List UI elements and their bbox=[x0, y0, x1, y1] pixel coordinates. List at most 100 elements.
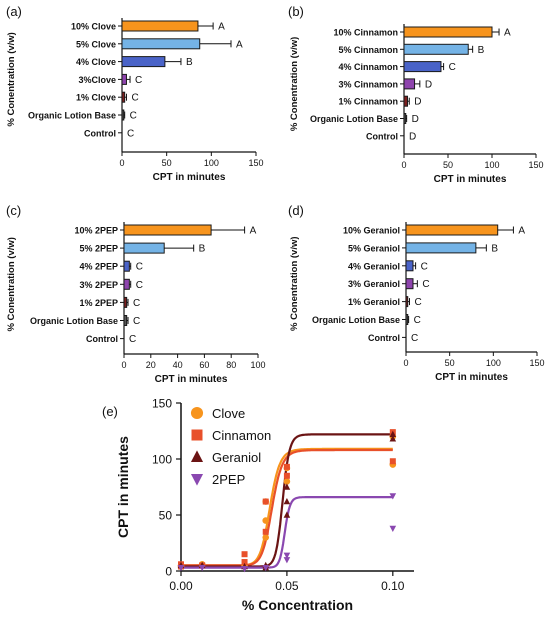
bar-panel-0: (a) % Conentration (v/w) 0 50 100 150 CPT in m… bbox=[6, 4, 264, 183]
data-point-cinnamon bbox=[389, 458, 396, 465]
fit-curve-2pep bbox=[181, 496, 393, 569]
data-point-2pep bbox=[389, 493, 397, 500]
bar-panel-3: (d) % Conentration (v/w) 0 50 100 150 CPT in m… bbox=[288, 203, 545, 383]
category-label: Control bbox=[366, 131, 398, 141]
panel-label: (d) bbox=[288, 203, 304, 218]
category-label: 3%Clove bbox=[78, 75, 116, 85]
significance-letter: C bbox=[414, 315, 421, 326]
legend-marker-clove bbox=[190, 406, 204, 420]
x-tick-label: 0 bbox=[401, 160, 406, 170]
x-tick-label: 0.10 bbox=[381, 579, 405, 593]
significance-letter: A bbox=[504, 28, 511, 39]
x-tick-label: 0.00 bbox=[169, 579, 193, 593]
category-label: Organic Lotion Base bbox=[28, 111, 116, 121]
bar bbox=[123, 315, 128, 326]
bar bbox=[121, 91, 126, 103]
bar bbox=[405, 314, 409, 325]
legend-marker-geraniol bbox=[190, 450, 204, 462]
data-point-cinnamon bbox=[241, 551, 248, 558]
x-tick-label: 50 bbox=[445, 358, 455, 368]
data-point-geraniol bbox=[389, 430, 397, 438]
category-label: 4% 2PEP bbox=[79, 262, 118, 272]
legend-label: Clove bbox=[212, 406, 245, 421]
x-axis-title: CPT in minutes bbox=[434, 174, 507, 185]
bar-panel-2: (c) % Conentration (v/w) 0 20 40 60 80 100 CPT i… bbox=[6, 203, 266, 385]
data-point-2pep bbox=[283, 557, 291, 564]
data-point-cinnamon bbox=[262, 528, 269, 535]
category-label: Organic Lotion Base bbox=[310, 114, 398, 124]
category-label: Control bbox=[86, 334, 118, 344]
y-tick-label: 100 bbox=[152, 453, 172, 467]
bar bbox=[123, 260, 130, 272]
bar bbox=[121, 56, 166, 68]
panel-label: (a) bbox=[6, 4, 22, 19]
category-label: 3% 2PEP bbox=[79, 280, 118, 290]
category-label: 1% 2PEP bbox=[79, 298, 118, 308]
x-tick-label: 80 bbox=[226, 360, 236, 370]
data-point-geraniol bbox=[389, 435, 397, 442]
y-axis-title: CPT in minutes bbox=[115, 436, 131, 538]
significance-letter: A bbox=[218, 22, 225, 33]
category-label: 3% Cinnamon bbox=[338, 79, 398, 89]
legend: Clove Cinnamon Geraniol 2PEP bbox=[190, 406, 271, 487]
y-tick-label: 150 bbox=[152, 397, 172, 411]
bar-panel-1: (b) % Conentration (v/w) 0 50 100 150 CPT in m… bbox=[288, 4, 544, 185]
category-label: 4% Clove bbox=[76, 57, 116, 67]
significance-letter: C bbox=[127, 128, 134, 139]
data-point-2pep bbox=[283, 552, 291, 559]
x-tick-label: 40 bbox=[173, 360, 183, 370]
category-label: 3% Geraniol bbox=[348, 279, 400, 289]
data-point-2pep bbox=[198, 564, 206, 572]
category-label: 4% Geraniol bbox=[348, 261, 400, 271]
bar bbox=[121, 73, 127, 85]
category-label: 1% Clove bbox=[76, 93, 116, 103]
data-point-2pep bbox=[262, 564, 270, 572]
significance-letter: C bbox=[135, 75, 142, 86]
category-label: Control bbox=[368, 333, 400, 343]
bar bbox=[405, 224, 499, 236]
x-tick-label: 150 bbox=[248, 158, 263, 168]
x-axis-title: CPT in minutes bbox=[153, 172, 226, 183]
category-label: 1% Cinnamon bbox=[338, 97, 398, 107]
significance-letter: C bbox=[411, 333, 418, 344]
significance-letter: C bbox=[130, 111, 137, 122]
data-point-cinnamon bbox=[283, 472, 290, 479]
significance-letter: C bbox=[129, 334, 136, 345]
legend-marker-cinnamon bbox=[191, 429, 203, 441]
significance-letter: C bbox=[136, 280, 143, 291]
legend-label: Geraniol bbox=[212, 450, 261, 465]
bar bbox=[123, 224, 212, 236]
x-tick-label: 100 bbox=[484, 160, 499, 170]
bar bbox=[403, 26, 493, 38]
x-axis-title: % Concentration bbox=[242, 597, 353, 613]
significance-letter: D bbox=[412, 114, 419, 125]
significance-letter: A bbox=[518, 226, 525, 237]
category-label: 10% Cinnamon bbox=[333, 28, 398, 38]
data-point-cinnamon bbox=[241, 559, 248, 566]
x-tick-label: 20 bbox=[146, 360, 156, 370]
bar bbox=[403, 95, 409, 107]
bar bbox=[405, 278, 414, 290]
x-axis-title: CPT in minutes bbox=[155, 374, 228, 385]
y-tick-label: 50 bbox=[159, 509, 173, 523]
data-point-geraniol bbox=[283, 497, 291, 505]
significance-letter: D bbox=[425, 79, 432, 90]
data-point-geraniol bbox=[283, 483, 291, 490]
bar bbox=[121, 109, 125, 121]
significance-letter: A bbox=[236, 39, 243, 50]
significance-letter: D bbox=[414, 97, 421, 108]
panel-label: (e) bbox=[102, 404, 118, 419]
bar bbox=[121, 38, 201, 50]
significance-letter: C bbox=[421, 261, 428, 272]
bar bbox=[121, 20, 199, 32]
x-tick-label: 50 bbox=[162, 158, 172, 168]
y-axis-title: % Conentration (v/w) bbox=[6, 237, 17, 331]
x-tick-label: 150 bbox=[528, 160, 543, 170]
significance-letter: C bbox=[449, 62, 456, 73]
bar bbox=[403, 113, 407, 124]
significance-letter: C bbox=[136, 262, 143, 273]
bar bbox=[405, 260, 414, 272]
x-tick-label: 150 bbox=[529, 358, 544, 368]
y-axis-title: % Conentration (v/w) bbox=[289, 236, 300, 330]
category-label: 1% Geraniol bbox=[348, 297, 400, 307]
